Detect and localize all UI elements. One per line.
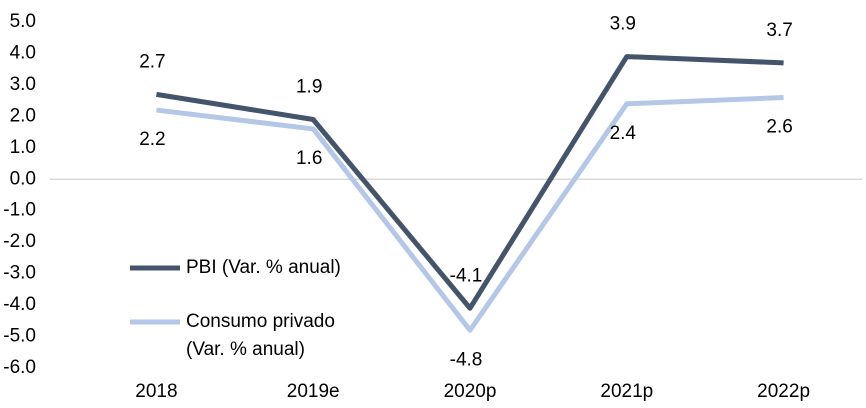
y-tick-label: 4.0	[10, 42, 36, 63]
data-label: 2.6	[766, 117, 792, 138]
legend-label: PBI (Var. % anual)	[186, 257, 341, 278]
y-tick-label: 3.0	[10, 74, 36, 95]
y-tick-label: 0.0	[10, 168, 36, 189]
y-tick-label: 2.0	[10, 105, 36, 126]
x-tick-label: 2020p	[444, 381, 497, 402]
y-tick-label: -4.0	[3, 294, 36, 315]
y-tick-label: -2.0	[3, 231, 36, 252]
y-tick-label: -6.0	[3, 357, 36, 378]
data-label: -4.8	[450, 349, 483, 370]
y-tick-label: -1.0	[3, 200, 36, 221]
data-label: 2.2	[139, 129, 165, 150]
data-label: 2.4	[610, 123, 637, 144]
data-label: 3.7	[766, 20, 792, 41]
data-label: 2.7	[139, 51, 165, 72]
y-tick-label: -3.0	[3, 263, 36, 284]
x-tick-label: 2022p	[757, 381, 810, 402]
data-label: 3.9	[610, 14, 636, 35]
data-label: 1.9	[296, 77, 322, 98]
legend-label: Consumo privado (Var. % anual)	[186, 311, 335, 360]
y-tick-label: 5.0	[10, 11, 36, 32]
series-line	[156, 54, 784, 311]
data-label: 1.6	[296, 148, 322, 169]
y-tick-label: -5.0	[3, 326, 36, 347]
y-tick-label: 1.0	[10, 137, 36, 158]
series-line	[156, 94, 784, 333]
x-tick-label: 2018	[135, 381, 177, 402]
x-tick-label: 2021p	[600, 381, 653, 402]
x-tick-label: 2019e	[287, 381, 340, 402]
data-label: -4.1	[450, 265, 483, 286]
